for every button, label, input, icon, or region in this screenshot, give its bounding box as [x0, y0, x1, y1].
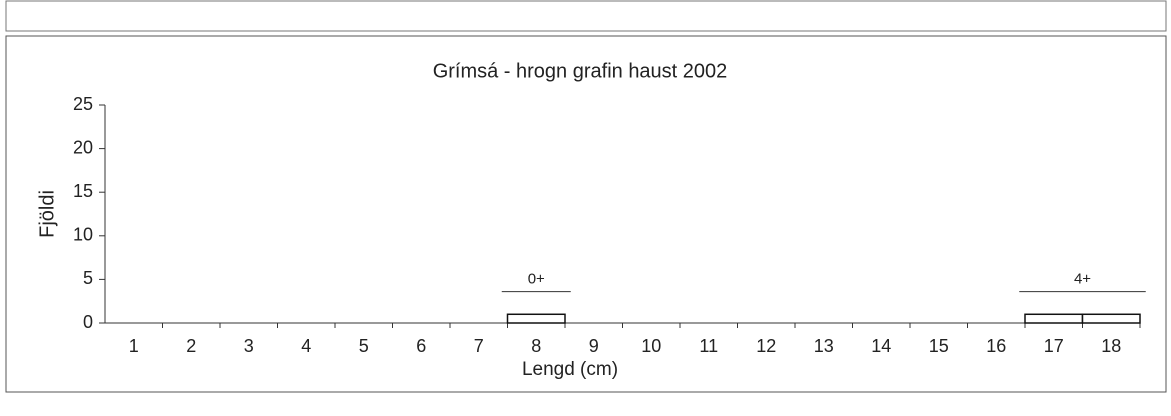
- x-tick-label: 16: [986, 336, 1006, 356]
- chart-title: Grímsá - hrogn grafin haust 2002: [433, 60, 728, 82]
- x-axis-label: Lengd (cm): [522, 359, 618, 380]
- x-tick-label: 17: [1044, 336, 1064, 356]
- chart-frame: [5, 35, 1167, 393]
- annotation: 0+: [528, 271, 545, 288]
- annotation: 4+: [1074, 271, 1091, 288]
- y-tick-label: 25: [73, 94, 93, 114]
- y-tick-label: 20: [73, 137, 93, 157]
- x-tick-label: 18: [1101, 336, 1121, 356]
- y-tick-label: 15: [73, 181, 93, 201]
- bar: [1024, 313, 1084, 324]
- x-tick-label: 6: [416, 336, 426, 356]
- bar: [1081, 313, 1141, 324]
- x-tick-label: 5: [359, 336, 369, 356]
- x-tick-label: 14: [871, 336, 891, 356]
- y-axis-label: Fjöldi: [36, 190, 58, 238]
- top-frame: [5, 0, 1167, 32]
- y-tick-label: 10: [73, 225, 93, 245]
- x-tick-label: 11: [699, 336, 718, 356]
- x-tick-label: 7: [474, 336, 484, 356]
- bar: [506, 313, 566, 324]
- x-tick-label: 4: [301, 336, 311, 356]
- y-tick-label: 0: [83, 312, 93, 332]
- x-tick-label: 8: [531, 336, 541, 356]
- x-tick-label: 3: [244, 336, 254, 356]
- x-tick-label: 15: [929, 336, 949, 356]
- x-tick-label: 9: [589, 336, 599, 356]
- x-tick-label: 10: [641, 336, 661, 356]
- x-tick-label: 2: [186, 336, 196, 356]
- x-tick-label: 12: [756, 336, 776, 356]
- x-tick-label: 13: [814, 336, 834, 356]
- x-tick-label: 1: [129, 336, 139, 356]
- y-tick-label: 5: [83, 268, 93, 288]
